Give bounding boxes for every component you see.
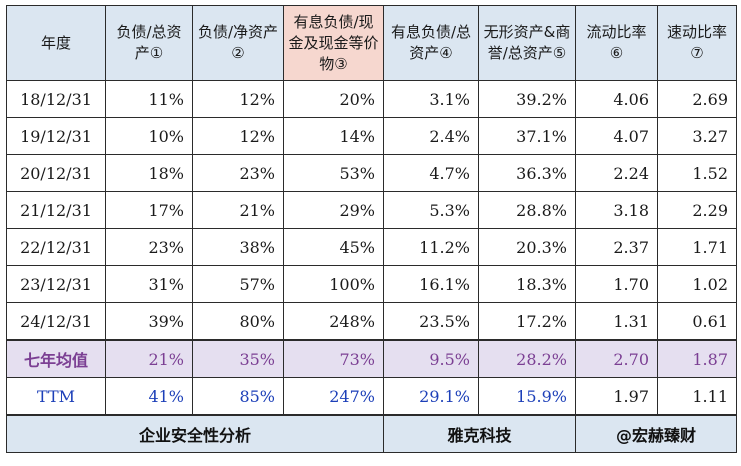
value-cell: 2.24: [575, 154, 658, 192]
ttm-cell: 1.97: [575, 377, 658, 416]
value-cell: 4.7%: [383, 154, 479, 192]
table-row: 19/12/31 10% 12% 14% 2.4% 37.1% 4.07 3.2…: [6, 117, 737, 155]
security-analysis-table: 年度 负债/总资产① 负债/净资产② 有息负债/现金及现金等价物③ 有息负债/总…: [6, 5, 737, 453]
value-cell: 12%: [192, 117, 284, 155]
table-row: 23/12/31 31% 57% 100% 16.1% 18.3% 1.70 1…: [6, 265, 737, 303]
header-debt-to-assets: 负债/总资产①: [105, 5, 193, 81]
value-cell: 57%: [192, 265, 284, 303]
average-cell: 73%: [283, 339, 384, 378]
value-cell: 16.1%: [383, 265, 479, 303]
value-cell: 3.1%: [383, 80, 479, 118]
ttm-cell: 85%: [192, 377, 284, 416]
value-cell: 18.3%: [478, 265, 576, 303]
average-cell: 35%: [192, 339, 284, 378]
value-cell: 31%: [105, 265, 193, 303]
average-row: 七年均值 21% 35% 73% 9.5% 28.2% 2.70 1.87: [6, 339, 737, 378]
header-current-ratio: 流动比率⑥: [575, 5, 658, 81]
ttm-cell: 29.1%: [383, 377, 479, 416]
value-cell: 17%: [105, 191, 193, 229]
table-row: 20/12/31 18% 23% 53% 4.7% 36.3% 2.24 1.5…: [6, 154, 737, 192]
year-cell: 22/12/31: [6, 228, 106, 266]
header-interest-debt-to-cash: 有息负债/现金及现金等价物③: [283, 5, 384, 81]
header-year: 年度: [6, 5, 106, 81]
header-quick-ratio: 速动比率⑦: [657, 5, 737, 81]
value-cell: 39.2%: [478, 80, 576, 118]
value-cell: 0.61: [657, 302, 737, 341]
value-cell: 2.4%: [383, 117, 479, 155]
value-cell: 17.2%: [478, 302, 576, 341]
value-cell: 2.69: [657, 80, 737, 118]
value-cell: 23.5%: [383, 302, 479, 341]
header-row: 年度 负债/总资产① 负债/净资产② 有息负债/现金及现金等价物③ 有息负债/总…: [6, 5, 737, 81]
year-cell: 24/12/31: [6, 302, 106, 341]
table-row: 22/12/31 23% 38% 45% 11.2% 20.3% 2.37 1.…: [6, 228, 737, 266]
footer-row: 企业安全性分析 雅克科技 @宏赫臻财: [6, 414, 737, 453]
average-cell: 2.70: [575, 339, 658, 378]
table-row: 18/12/31 11% 12% 20% 3.1% 39.2% 4.06 2.6…: [6, 80, 737, 118]
average-cell: 21%: [105, 339, 193, 378]
value-cell: 23%: [105, 228, 193, 266]
average-cell: 28.2%: [478, 339, 576, 378]
table-row: 24/12/31 39% 80% 248% 23.5% 17.2% 1.31 0…: [6, 302, 737, 341]
ttm-cell: 15.9%: [478, 377, 576, 416]
value-cell: 4.06: [575, 80, 658, 118]
value-cell: 53%: [283, 154, 384, 192]
value-cell: 18%: [105, 154, 193, 192]
value-cell: 29%: [283, 191, 384, 229]
value-cell: 3.18: [575, 191, 658, 229]
ttm-cell: 1.11: [657, 377, 737, 416]
ttm-cell: 247%: [283, 377, 384, 416]
value-cell: 248%: [283, 302, 384, 341]
header-debt-to-equity: 负债/净资产②: [192, 5, 284, 81]
value-cell: 20.3%: [478, 228, 576, 266]
value-cell: 37.1%: [478, 117, 576, 155]
value-cell: 1.31: [575, 302, 658, 341]
value-cell: 11.2%: [383, 228, 479, 266]
footer-title: 企业安全性分析: [6, 414, 384, 453]
value-cell: 1.71: [657, 228, 737, 266]
average-cell: 1.87: [657, 339, 737, 378]
year-cell: 21/12/31: [6, 191, 106, 229]
value-cell: 5.3%: [383, 191, 479, 229]
value-cell: 45%: [283, 228, 384, 266]
table-row: 21/12/31 17% 21% 29% 5.3% 28.8% 3.18 2.2…: [6, 191, 737, 229]
value-cell: 36.3%: [478, 154, 576, 192]
value-cell: 12%: [192, 80, 284, 118]
value-cell: 3.27: [657, 117, 737, 155]
value-cell: 1.02: [657, 265, 737, 303]
value-cell: 2.29: [657, 191, 737, 229]
value-cell: 10%: [105, 117, 193, 155]
value-cell: 2.37: [575, 228, 658, 266]
value-cell: 100%: [283, 265, 384, 303]
year-cell: 18/12/31: [6, 80, 106, 118]
year-cell: 23/12/31: [6, 265, 106, 303]
header-interest-debt-to-assets: 有息负债/总资产④: [383, 5, 479, 81]
average-label: 七年均值: [6, 339, 106, 378]
value-cell: 28.8%: [478, 191, 576, 229]
value-cell: 20%: [283, 80, 384, 118]
value-cell: 80%: [192, 302, 284, 341]
value-cell: 1.70: [575, 265, 658, 303]
value-cell: 39%: [105, 302, 193, 341]
ttm-cell: 41%: [105, 377, 193, 416]
average-cell: 9.5%: [383, 339, 479, 378]
value-cell: 14%: [283, 117, 384, 155]
value-cell: 1.52: [657, 154, 737, 192]
value-cell: 38%: [192, 228, 284, 266]
ttm-label: TTM: [6, 377, 106, 416]
year-cell: 19/12/31: [6, 117, 106, 155]
footer-company: 雅克科技: [383, 414, 576, 453]
ttm-row: TTM 41% 85% 247% 29.1% 15.9% 1.97 1.11: [6, 377, 737, 416]
footer-author: @宏赫臻财: [575, 414, 737, 453]
value-cell: 23%: [192, 154, 284, 192]
value-cell: 4.07: [575, 117, 658, 155]
value-cell: 21%: [192, 191, 284, 229]
year-cell: 20/12/31: [6, 154, 106, 192]
header-intangibles-to-assets: 无形资产&商誉/总资产⑤: [478, 5, 576, 81]
value-cell: 11%: [105, 80, 193, 118]
